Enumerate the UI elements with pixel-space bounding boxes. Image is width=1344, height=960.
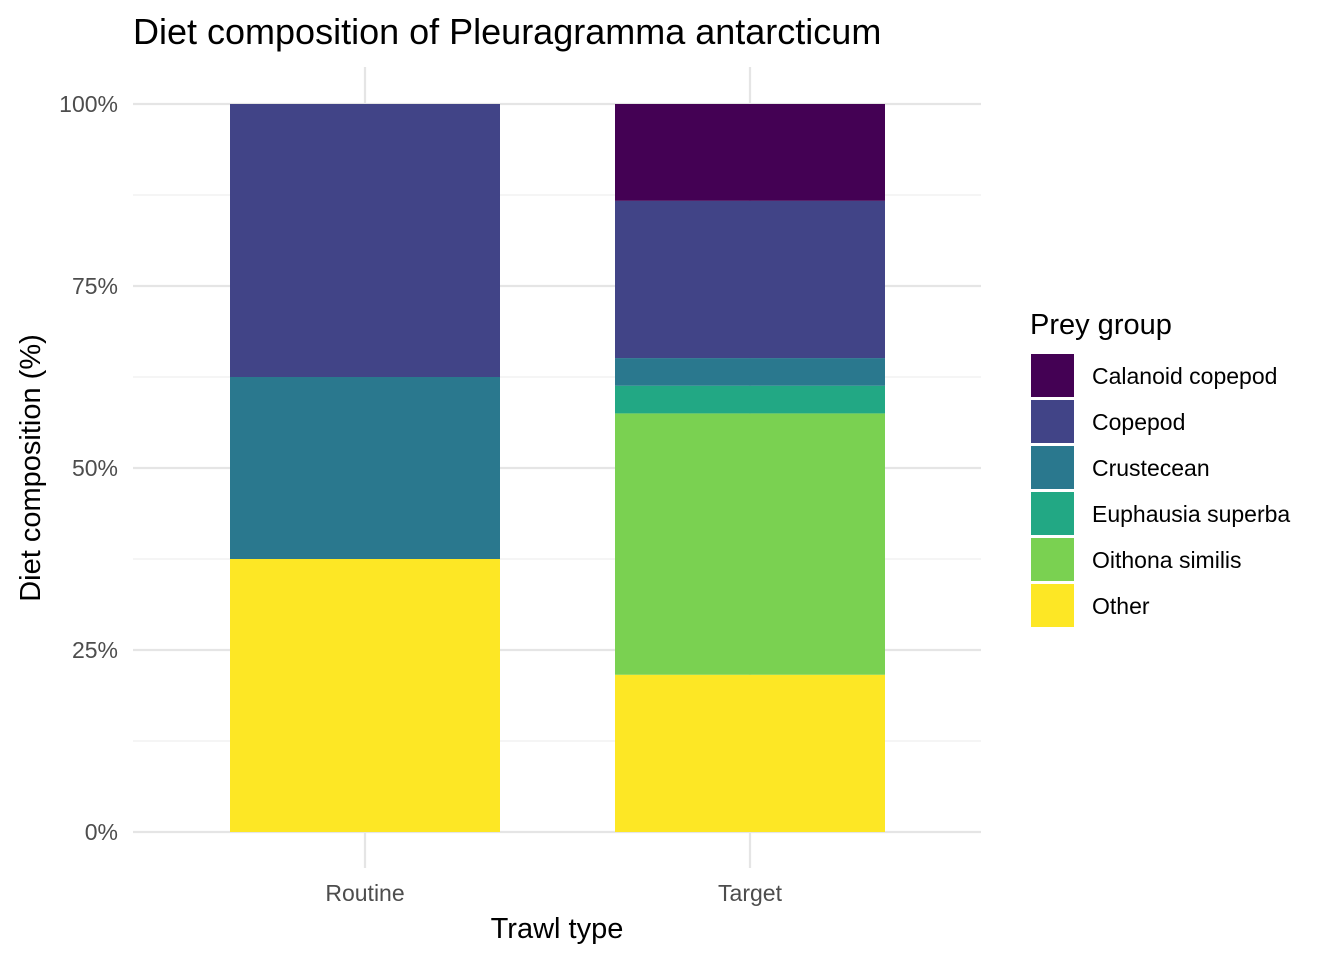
y-tick-label: 50% — [72, 455, 118, 481]
legend-label: Oithona similis — [1092, 547, 1242, 573]
legend-swatch — [1031, 538, 1074, 581]
x-axis-ticks: Routine Target — [325, 880, 782, 906]
legend-swatch — [1031, 584, 1074, 627]
bar-segment — [615, 200, 885, 359]
legend-label: Copepod — [1092, 409, 1185, 435]
chart-title: Diet composition of Pleuragramma antarct… — [133, 11, 881, 52]
y-axis-title: Diet composition (%) — [15, 334, 47, 602]
x-tick-label: Target — [718, 880, 783, 906]
legend-title: Prey group — [1030, 309, 1172, 341]
bar-segment — [615, 104, 885, 201]
x-axis-title: Trawl type — [491, 913, 624, 945]
bar-segment — [615, 385, 885, 414]
legend-label: Crustecean — [1092, 455, 1210, 481]
y-tick-label: 25% — [72, 637, 118, 663]
legend-swatch — [1031, 400, 1074, 443]
legend-label: Other — [1092, 593, 1150, 619]
bar-segment — [615, 674, 885, 832]
legend: Prey group Calanoid copepod Copepod Cruste… — [1030, 309, 1290, 627]
legend-label: Calanoid copepod — [1092, 363, 1277, 389]
legend-swatch — [1031, 446, 1074, 489]
bars — [230, 104, 885, 832]
bar-segment — [230, 104, 500, 377]
y-tick-label: 75% — [72, 273, 118, 299]
x-tick-label: Routine — [325, 880, 404, 906]
legend-swatch — [1031, 354, 1074, 397]
bar-segment — [615, 358, 885, 386]
bar-segment — [230, 377, 500, 559]
bar-segment — [230, 559, 500, 832]
bar-segment — [615, 413, 885, 675]
y-tick-label: 0% — [85, 819, 118, 845]
y-tick-label: 100% — [59, 91, 118, 117]
legend-swatch — [1031, 492, 1074, 535]
y-axis-ticks: 0% 25% 50% 75% 100% — [59, 91, 118, 845]
legend-label: Euphausia superba — [1092, 501, 1290, 527]
